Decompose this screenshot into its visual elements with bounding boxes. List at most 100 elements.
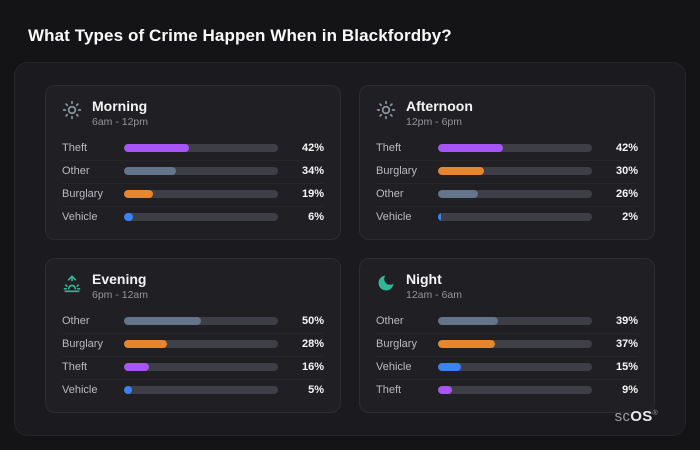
moon-icon	[376, 273, 396, 293]
crime-percent-value: 2%	[622, 211, 638, 223]
bar-fill	[124, 167, 177, 175]
bar-fill	[438, 213, 442, 221]
bar-fill	[124, 340, 168, 348]
bar-track	[124, 144, 278, 152]
brand-logo: scOS®	[615, 408, 658, 425]
bar-rows: Other 50% Burglary 28% Theft 16% Vehicle…	[62, 309, 324, 402]
page-title: What Types of Crime Happen When in Black…	[28, 26, 452, 45]
sun-icon	[376, 100, 396, 120]
crime-category-label: Burglary	[376, 165, 417, 177]
crime-percent-value: 15%	[615, 361, 638, 373]
bar-track	[124, 386, 278, 394]
bar-track	[438, 213, 592, 221]
crime-bar-row: Vehicle 15%	[376, 356, 638, 377]
card-header: Night 12am - 6am	[376, 271, 638, 301]
card-subtitle: 12am - 6am	[406, 289, 463, 301]
card-header: Afternoon 12pm - 6pm	[376, 98, 638, 128]
bar-fill	[124, 190, 154, 198]
bar-fill	[124, 144, 189, 152]
card-title: Morning	[92, 98, 148, 114]
crime-percent-value: 5%	[308, 384, 324, 396]
crime-bar-row: Vehicle 2%	[376, 206, 638, 227]
crime-percent-value: 34%	[301, 165, 324, 177]
bar-fill	[124, 317, 201, 325]
bar-fill	[438, 340, 495, 348]
crime-percent-value: 9%	[622, 384, 638, 396]
crime-category-label: Vehicle	[62, 211, 98, 223]
bar-fill	[438, 363, 462, 371]
card-subtitle: 12pm - 6pm	[406, 116, 463, 128]
crime-category-label: Theft	[62, 142, 88, 154]
card-heading: Night 12am - 6am	[406, 271, 462, 301]
card-title: Afternoon	[406, 98, 473, 114]
crime-bar-row: Theft 42%	[376, 138, 638, 158]
crime-bar-row: Burglary 19%	[62, 183, 324, 204]
crime-category-label: Other	[376, 315, 404, 327]
crime-category-label: Burglary	[62, 188, 103, 200]
crime-percent-value: 30%	[615, 165, 638, 177]
bar-fill	[438, 317, 499, 325]
crime-percent-value: 6%	[308, 211, 324, 223]
bar-track	[124, 340, 278, 348]
bar-track	[438, 386, 592, 394]
crime-percent-value: 50%	[301, 315, 324, 327]
card-title: Night	[406, 271, 442, 287]
crime-bar-row: Vehicle 5%	[62, 379, 324, 400]
bar-track	[438, 317, 592, 325]
crime-category-label: Burglary	[376, 338, 417, 350]
crime-by-time-panel: Morning 6am - 12pm Theft 42% Other 34% B…	[14, 62, 686, 436]
card-night: Night 12am - 6am Other 39% Burglary 37% …	[359, 258, 655, 413]
crime-bar-row: Vehicle 6%	[62, 206, 324, 227]
crime-percent-value: 16%	[301, 361, 324, 373]
crime-category-label: Other	[62, 165, 90, 177]
bar-fill	[438, 190, 479, 198]
registered-mark: ®	[652, 410, 658, 417]
crime-bar-row: Burglary 28%	[62, 333, 324, 354]
crime-percent-value: 19%	[301, 188, 324, 200]
sun-icon	[62, 100, 82, 120]
bar-fill	[124, 386, 132, 394]
brand-prefix: sc	[614, 408, 631, 425]
crime-percent-value: 42%	[615, 142, 638, 154]
crime-percent-value: 28%	[301, 338, 324, 350]
bar-rows: Theft 42% Burglary 30% Other 26% Vehicle…	[376, 136, 638, 229]
bar-track	[124, 317, 278, 325]
crime-percent-value: 37%	[615, 338, 638, 350]
card-afternoon: Afternoon 12pm - 6pm Theft 42% Burglary …	[359, 85, 655, 240]
card-title: Evening	[92, 271, 147, 287]
bar-track	[438, 340, 592, 348]
bar-track	[124, 190, 278, 198]
card-heading: Morning 6am - 12pm	[92, 98, 148, 128]
card-subtitle: 6am - 12pm	[92, 116, 149, 128]
card-heading: Evening 6pm - 12am	[92, 271, 148, 301]
crime-category-label: Other	[62, 315, 90, 327]
crime-bar-row: Burglary 37%	[376, 333, 638, 354]
crime-bar-row: Other 50%	[62, 311, 324, 331]
brand-suffix: OS	[630, 408, 653, 425]
sunrise-icon	[62, 273, 82, 293]
bar-track	[124, 167, 278, 175]
crime-bar-row: Other 34%	[62, 160, 324, 181]
bar-track	[438, 363, 592, 371]
card-header: Morning 6am - 12pm	[62, 98, 324, 128]
card-header: Evening 6pm - 12am	[62, 271, 324, 301]
bar-rows: Other 39% Burglary 37% Vehicle 15% Theft…	[376, 309, 638, 402]
crime-category-label: Other	[376, 188, 404, 200]
crime-bar-row: Other 39%	[376, 311, 638, 331]
bar-rows: Theft 42% Other 34% Burglary 19% Vehicle…	[62, 136, 324, 229]
crime-bar-row: Theft 42%	[62, 138, 324, 158]
bar-fill	[438, 386, 452, 394]
card-morning: Morning 6am - 12pm Theft 42% Other 34% B…	[45, 85, 341, 240]
crime-category-label: Vehicle	[376, 361, 412, 373]
crime-percent-value: 42%	[301, 142, 324, 154]
bar-track	[124, 213, 278, 221]
crime-bar-row: Other 26%	[376, 183, 638, 204]
bar-fill	[438, 167, 485, 175]
card-evening: Evening 6pm - 12am Other 50% Burglary 28…	[45, 258, 341, 413]
crime-category-label: Burglary	[62, 338, 103, 350]
crime-category-label: Theft	[62, 361, 88, 373]
bar-fill	[124, 363, 149, 371]
crime-bar-row: Theft 9%	[376, 379, 638, 400]
crime-percent-value: 26%	[615, 188, 638, 200]
card-subtitle: 6pm - 12am	[92, 289, 149, 301]
